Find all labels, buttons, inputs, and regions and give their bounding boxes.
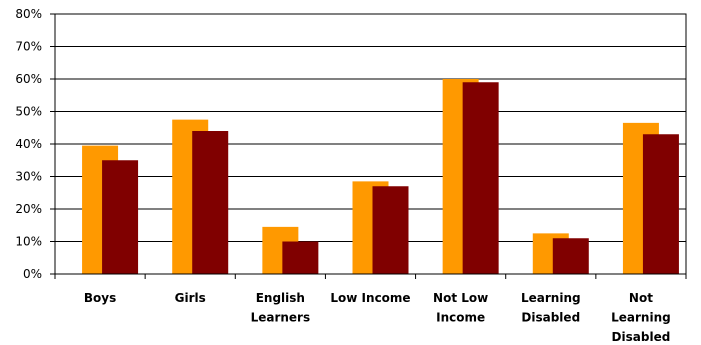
bar	[102, 160, 139, 274]
y-tick-label: 10%	[15, 235, 42, 249]
bars	[82, 79, 679, 274]
y-tick-label: 30%	[15, 170, 42, 184]
y-tick-label: 50%	[15, 105, 42, 119]
bar	[372, 186, 409, 274]
y-tick-label: 40%	[15, 137, 42, 151]
y-axis-tick-labels: 0% 10% 20% 30% 40% 50% 60% 70% 80%	[15, 7, 42, 281]
bar	[642, 134, 679, 274]
x-tick-label: Low Income	[330, 291, 410, 305]
gridlines	[55, 46, 686, 242]
y-tick-label: 80%	[15, 7, 42, 21]
bar	[282, 241, 319, 274]
x-tick-label: Not Learning Disabled	[611, 291, 671, 344]
y-tick-label: 60%	[15, 72, 42, 86]
bar	[462, 82, 499, 274]
x-tick-label: Not Low Income	[433, 291, 488, 325]
x-axis-tick-labels: Boys Girls English Learners Low Income Not Lo…	[84, 291, 671, 344]
bar	[192, 131, 229, 274]
x-tick-label: Girls	[175, 291, 206, 305]
y-tick-label: 0%	[23, 267, 42, 281]
bar	[552, 238, 589, 274]
plot-frame	[50, 13, 687, 279]
y-tick-label: 20%	[15, 202, 42, 216]
x-tick-label: Boys	[84, 291, 116, 305]
x-tick-label: English Learners	[251, 291, 311, 325]
x-tick-label: Learning Disabled	[521, 291, 581, 325]
y-tick-label: 70%	[15, 40, 42, 54]
